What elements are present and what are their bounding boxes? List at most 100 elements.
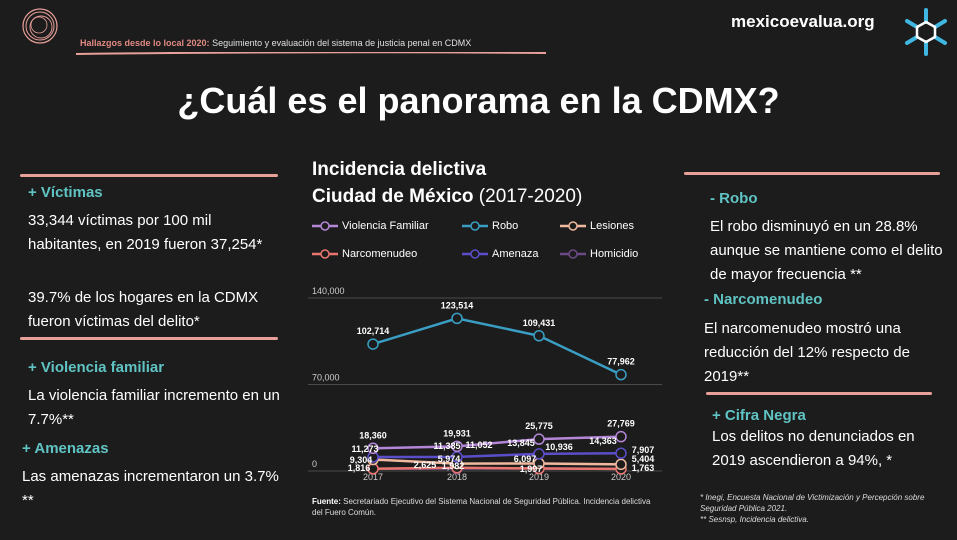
series-line-robo (372, 317, 622, 376)
victimas-text-2: 39.7% de los hogares en la CDMX fueron v… (28, 289, 259, 330)
data-label: 11,052 (465, 440, 492, 450)
y-tick-label: 140,000 (312, 286, 345, 296)
series-line-narcomenudeo (372, 466, 622, 471)
data-point (533, 448, 545, 460)
legend-label: Homicidio (590, 248, 639, 260)
chart-source-label: Fuente: (312, 497, 341, 506)
footnotes: * Inegi, Encuesta Nacional de Victimizac… (700, 492, 952, 525)
data-label: 1,816 (348, 463, 371, 473)
data-label: 14,363 (589, 436, 617, 446)
data-point (367, 338, 379, 350)
legend-item-narcomenudeo: Narcomenudeo (312, 248, 417, 260)
report-subtitle-rest: Seguimiento y evaluación del sistema de … (209, 38, 472, 48)
x-tick-label: 2017 (363, 472, 383, 482)
legend-swatch (560, 249, 586, 259)
legend-item-lesiones: Lesiones (560, 220, 634, 232)
legend-item-robo: Robo (462, 220, 518, 232)
victimas-heading: + Víctimas (28, 184, 103, 201)
data-point (451, 440, 463, 453)
amenazas-text: Las amenazas incrementaron un 3.7% ** (22, 468, 279, 509)
divider (20, 174, 278, 177)
legend-item-homicidio: Homicidio (560, 248, 638, 260)
series-line-lesiones (372, 458, 622, 466)
data-label: 27,769 (607, 419, 635, 429)
footnote-2: ** Sesnsp, Incidencia delictiva. (700, 515, 809, 524)
divider (20, 337, 278, 340)
data-point (533, 330, 545, 342)
data-label: 123,514 (441, 300, 474, 310)
data-point (615, 368, 627, 381)
violencia-text: La violencia familiar incremento en un 7… (28, 387, 280, 428)
footnote-1: * Inegi, Encuesta Nacional de Victimizac… (700, 493, 925, 513)
chart-title-years: (2017-2020) (473, 186, 583, 207)
data-label: 6,097 (514, 454, 537, 464)
robo-heading: - Robo (710, 190, 758, 207)
y-tick-label: 70,000 (312, 373, 340, 383)
cifra-negra-heading: + Cifra Negra (712, 407, 806, 424)
data-point (451, 312, 463, 325)
chart-title-line-2: Ciudad de México (312, 186, 474, 207)
data-label: 102,714 (357, 326, 390, 336)
amenazas-heading: + Amenazas (22, 440, 109, 457)
report-subtitle-highlight: Hallazgos desde lo local 2020: (80, 38, 210, 48)
data-point (367, 442, 379, 455)
legend-swatch (312, 249, 338, 259)
legend-swatch (462, 249, 488, 259)
data-label: 5,404 (632, 454, 655, 464)
divider (706, 392, 932, 395)
legend-swatch (560, 221, 586, 231)
data-label: 1,997 (520, 464, 543, 474)
chart-title-line-1: Incidencia delictiva (312, 159, 487, 180)
chart-source: Fuente: Secretariado Ejecutivo del Siste… (312, 496, 662, 518)
legend-item-violencia-familiar: Violencia Familiar (312, 220, 429, 232)
legend-swatch (312, 221, 338, 231)
line-chart: 0 70,000 140,000 2017 2018 2019 2020 102,714 123… (308, 286, 662, 482)
data-point (615, 458, 627, 471)
legend-label: Narcomenudeo (342, 248, 418, 260)
logo-circle-icon (22, 8, 58, 44)
y-tick-label: 0 (312, 459, 317, 469)
data-label: 2,625 (414, 460, 437, 470)
chart-title: Incidencia delictiva Ciudad de México (2… (312, 156, 582, 210)
data-label: 10,936 (545, 442, 573, 452)
data-point (533, 433, 545, 445)
legend-swatch (462, 221, 488, 231)
report-subtitle: Hallazgos desde lo local 2020: Seguimien… (80, 38, 471, 48)
data-point (615, 430, 627, 443)
violencia-heading: + Violencia familiar (28, 359, 165, 376)
robo-text: El robo disminuyó en un 28.8% aunque se … (710, 218, 943, 283)
data-label: 11,385 (433, 441, 460, 451)
data-label: 5,974 (438, 454, 461, 464)
legend-label: Amenaza (492, 248, 539, 260)
data-label: 25,775 (525, 421, 553, 431)
legend-label: Lesiones (590, 220, 635, 232)
x-tick-label: 2019 (529, 472, 549, 482)
cifra-negra-text: Los delitos no denunciados en 2019 ascen… (712, 428, 915, 469)
victimas-text-1: 33,344 víctimas por 100 mil habitantes, … (28, 212, 263, 253)
data-label: 1,763 (632, 463, 655, 473)
brand-link[interactable]: mexicoevalua.org (731, 12, 875, 31)
x-tick-label: 2018 (447, 472, 467, 482)
narcomenudeo-text: El narcomenudeo mostró una reducción del… (704, 320, 910, 385)
data-label: 7,907 (632, 445, 655, 455)
narcomenudeo-heading: - Narcomenudeo (704, 291, 823, 308)
data-label: 109,431 (523, 318, 556, 328)
series-line-amenaza (372, 452, 622, 459)
divider (684, 172, 940, 175)
data-label: 19,931 (443, 428, 471, 438)
data-label: 13,845 (507, 438, 535, 448)
data-label: 11,273 (351, 444, 378, 454)
page-title: ¿Cuál es el panorama en la CDMX? (177, 80, 780, 121)
legend-label: Violencia Familiar (342, 220, 429, 232)
data-point (615, 447, 627, 460)
data-label: 77,962 (607, 357, 635, 367)
x-tick-label: 2020 (611, 472, 631, 482)
data-label: 1,982 (442, 461, 465, 471)
legend-item-amenaza: Amenaza (462, 248, 538, 260)
chart-source-text: Secretariado Ejecutivo del Sistema Nacio… (312, 497, 651, 517)
legend-label: Robo (492, 220, 519, 232)
header-underline (76, 52, 546, 55)
series-line-violencia-familiar (372, 435, 622, 450)
brand-star-icon (905, 8, 947, 56)
data-label: 18,360 (359, 430, 387, 440)
